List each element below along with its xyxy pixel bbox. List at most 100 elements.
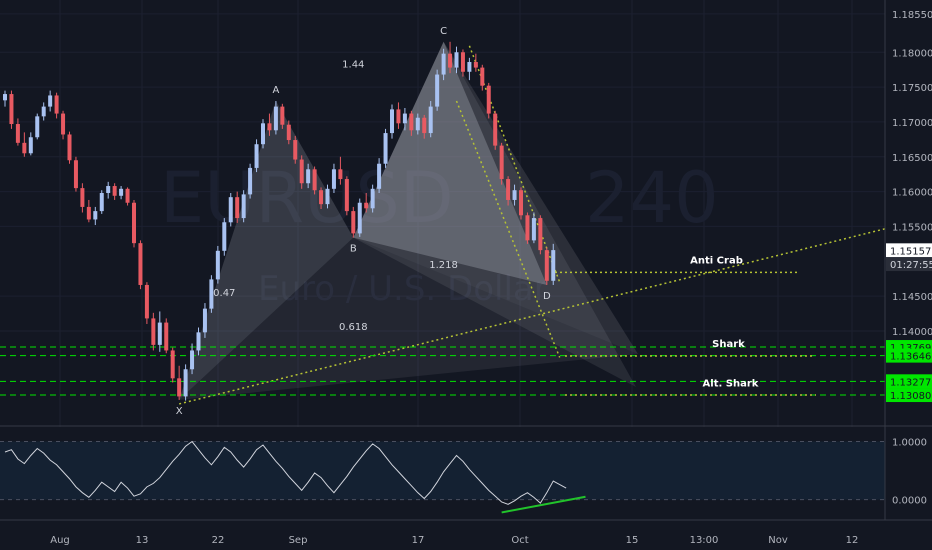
candle-body [402,113,407,124]
candle-body [93,211,98,220]
candle-body [383,133,388,164]
rsi-panel[interactable] [0,427,885,520]
candle-body [293,140,298,160]
candle-body [409,113,414,131]
rsi-band [0,441,885,500]
candle-body [531,218,536,241]
rsi-divergence-line [501,495,586,514]
candle-body [331,169,336,189]
ratio-label: 0.618 [339,322,368,333]
candle-body [325,188,330,205]
price-tag-label: 1.13080 [890,391,931,402]
candle-body [125,188,130,203]
candle-body [286,124,291,141]
trendline-channel-upper [468,45,561,283]
price-tick-label: 1.16500 [892,153,932,164]
time-tick-label: 15 [626,535,639,546]
candle-body [460,52,465,72]
candlesticks[interactable] [3,41,556,401]
price-tag-label: 1.13277 [890,377,931,388]
bcd-triangle [353,41,547,285]
candle-body [525,215,530,241]
candle-body [422,117,427,134]
candle-body [467,62,472,72]
candle-body [235,197,240,219]
candle-body [364,202,369,209]
point-label: C [440,26,447,37]
candle-body [54,95,59,114]
candle-body [80,188,85,207]
candle-body [215,250,220,280]
candle-body [544,250,549,281]
candle-body [112,186,117,196]
candle-body [144,284,149,319]
candle-body [357,202,362,234]
candle-body [99,192,104,212]
zone-label: Alt. Shark [703,379,759,390]
price-tick-label: 1.14000 [892,327,932,338]
candle-body [248,167,253,195]
candle-body [138,243,143,285]
candle-body [196,332,201,351]
price-tag [886,388,932,403]
time-tick-label: Nov [768,535,788,546]
candle-body [551,250,556,281]
candle-body [15,124,20,143]
time-tick-label: Oct [511,535,528,546]
time-tick-label: 17 [412,535,425,546]
candle-body [190,350,195,370]
candle-body [428,106,433,134]
price-tag-label: 1.13769 [890,343,931,354]
candle-body [344,179,349,212]
price-tick-label: 1.14500 [892,292,932,303]
candle-body [41,106,46,117]
candle-body [351,211,356,234]
candle-body [9,94,14,125]
candle-body [499,145,504,180]
candle-body [61,113,66,135]
candle-body [254,144,259,168]
candle-body [67,134,72,161]
candle-body [415,117,420,131]
candle-body [183,369,188,397]
candle-body [132,202,136,244]
candle-body [3,94,7,101]
price-tag [886,257,932,272]
candle-body [312,169,317,191]
candle-body [228,197,233,223]
candle-body [486,85,491,114]
xbd-triangle [179,237,638,400]
watermark-description: Euro / U.S. Dollar [258,269,548,309]
candle-body [538,218,543,251]
rsi-line [4,440,567,505]
watermark-interval: 240 [585,157,719,239]
candle-body [22,142,27,154]
candle-body [48,95,53,107]
time-tick-label: 12 [846,535,859,546]
candle-body [299,159,304,184]
candle-body [519,190,523,216]
time-tick-label: 22 [212,535,225,546]
price-tick-label: 1.16000 [892,188,932,199]
price-tag-label: 1.15157 [890,246,931,257]
candle-body [164,322,169,351]
candle-body [222,222,227,251]
target-zones: Anti Crab Shark Alt. Shark [0,255,885,396]
point-label: D [543,291,551,302]
candle-body [35,116,40,138]
candle-body [435,74,440,107]
ratio-label: 1.44 [342,60,364,71]
candle-body [73,160,78,189]
candle-body [170,350,175,379]
price-tag [886,374,932,389]
candle-body [493,113,498,146]
candle-body [273,106,278,131]
candle-body [306,169,311,184]
price-tick-label: 1.18000 [892,48,932,59]
time-tick-label: Sep [289,535,308,546]
price-tick-label: 1.18550 [892,10,932,21]
candle-body [157,322,162,345]
price-tag [886,348,932,363]
